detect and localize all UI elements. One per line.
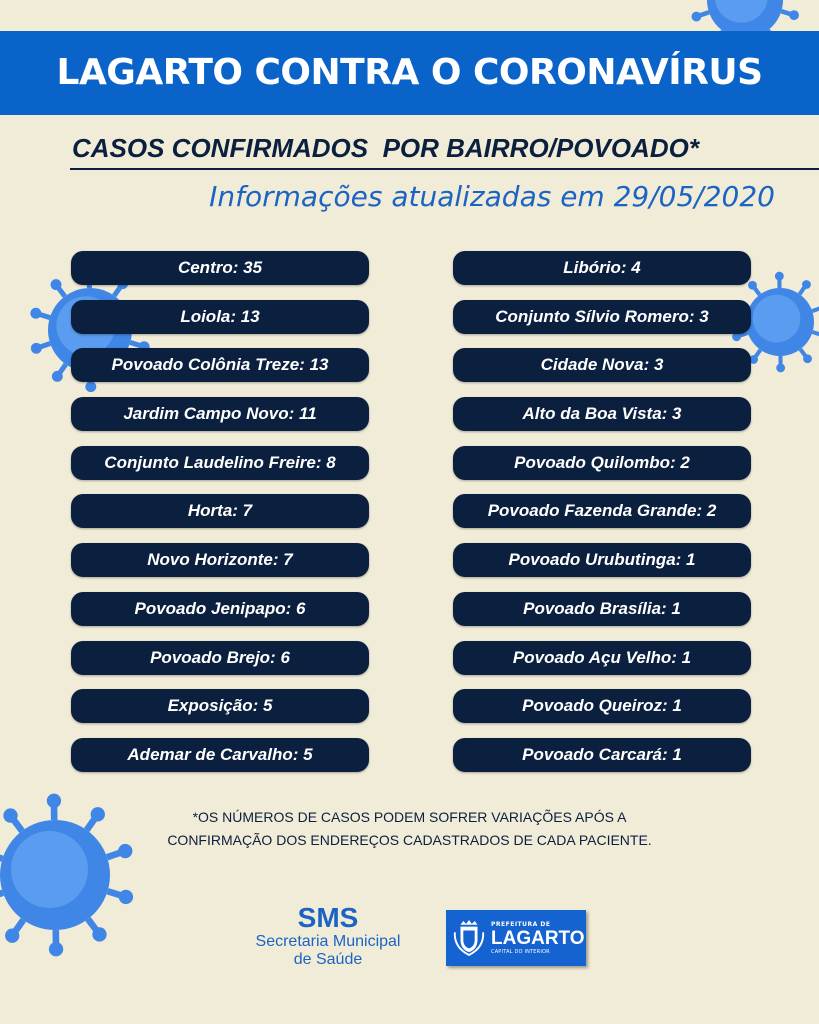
case-pill: Novo Horizonte: 7 <box>71 543 369 578</box>
case-pill: Centro: 35 <box>71 251 369 285</box>
sms-name-line-2: de Saúde <box>293 951 363 968</box>
case-pill: Cidade Nova: 3 <box>453 348 751 383</box>
sms-logo: SMS Secretaria Municipal de Saúde <box>236 903 420 969</box>
section-subtitle: CASOS CONFIRMADOS POR BAIRRO/POVOADO* <box>72 133 699 163</box>
case-pill: Conjunto Sílvio Romero: 3 <box>453 299 751 334</box>
virus-illustration-bottom-left <box>0 793 134 957</box>
case-pill: Jardim Campo Novo: 11 <box>71 397 369 432</box>
disclaimer-note: *OS NÚMEROS DE CASOS PODEM SOFRER VARIAÇ… <box>0 806 819 852</box>
case-pill: Libório: 4 <box>453 251 751 285</box>
case-pill: Povoado Brejo: 6 <box>71 640 369 675</box>
case-pill: Horta: 7 <box>71 494 369 529</box>
case-pill: Povoado Colônia Treze: 13 <box>71 348 369 383</box>
prefeitura-name: LAGARTO <box>491 927 585 949</box>
note-line-1: *OS NÚMEROS DE CASOS PODEM SOFRER VARIAÇ… <box>192 809 627 825</box>
case-pill: Povoado Açu Velho: 1 <box>453 640 751 675</box>
virus-illustration-right <box>731 271 819 373</box>
case-pill: Conjunto Laudelino Freire: 8 <box>71 445 369 480</box>
case-pill: Ademar de Carvalho: 5 <box>71 737 369 772</box>
case-pill: Povoado Carcará: 1 <box>453 737 751 772</box>
page-title: LAGARTO CONTRA O CORONAVÍRUS <box>56 52 764 93</box>
case-pill: Loiola: 13 <box>71 299 369 334</box>
left-column: Centro: 35 Loiola: 13 Povoado Colônia Tr… <box>71 251 369 787</box>
case-pill: Povoado Queiroz: 1 <box>453 689 751 724</box>
case-pill: Povoado Brasília: 1 <box>453 591 751 626</box>
prefeitura-logo: PREFEITURA DE LAGARTO CAPITAL DO INTERIO… <box>446 910 586 966</box>
case-pill: Povoado Fazenda Grande: 2 <box>453 494 751 529</box>
divider <box>70 168 819 170</box>
case-pill: Povoado Urubutinga: 1 <box>453 543 751 578</box>
title-banner: LAGARTO CONTRA O CORONAVÍRUS <box>0 31 819 115</box>
prefeitura-tagline: CAPITAL DO INTERIOR <box>491 948 550 955</box>
case-pill: Exposição: 5 <box>71 689 369 724</box>
case-pill: Povoado Quilombo: 2 <box>453 445 751 480</box>
sms-name-line-1: Secretaria Municipal <box>255 933 401 950</box>
right-column: Libório: 4 Conjunto Sílvio Romero: 3 Cid… <box>453 251 751 787</box>
case-pill: Alto da Boa Vista: 3 <box>453 397 751 432</box>
case-pill: Povoado Jenipapo: 6 <box>71 591 369 626</box>
sms-abbr: SMS <box>297 902 359 933</box>
note-line-2: CONFIRMAÇÃO DOS ENDEREÇOS CADASTRADOS DE… <box>167 832 652 848</box>
prefeitura-top: PREFEITURA DE <box>491 920 551 928</box>
coat-of-arms-icon <box>453 920 485 957</box>
updated-date: Informações atualizadas em 29/05/2020 <box>209 180 775 213</box>
